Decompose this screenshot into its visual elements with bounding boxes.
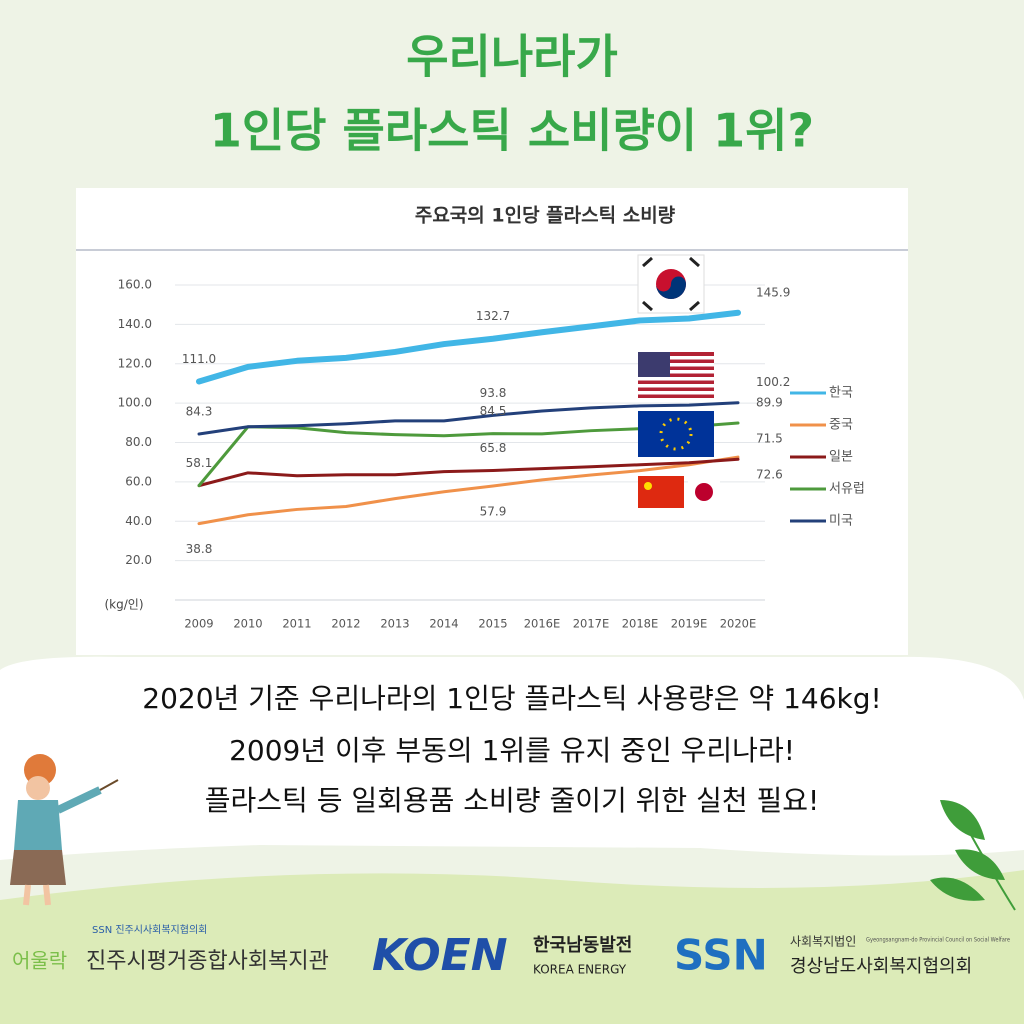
y-tick-label: 60.0 (125, 474, 152, 488)
title-line: 1인당 플라스틱 소비량이 1위? (210, 104, 814, 158)
y-axis-label: (kg/인) (104, 598, 143, 612)
plot: 20.0 40.0 60.0 80.0 100.0 120.0 140.0 160.0 2009… (118, 278, 865, 631)
data-label: 57.9 (480, 505, 507, 519)
x-tick-label: 2015 (478, 617, 507, 631)
org1-small: SSN 진주시사회복지협의회 (92, 923, 207, 936)
y-tick-label: 140.0 (118, 317, 152, 331)
y-tick-label: 40.0 (125, 514, 152, 528)
y-tick-label: 20.0 (125, 553, 152, 567)
legend-label: 중국 (829, 418, 853, 433)
teacher-illustration (10, 754, 119, 906)
legend-label: 미국 (829, 514, 853, 529)
flag-usa (638, 352, 714, 398)
x-tick-label: 2009 (184, 617, 213, 631)
y-tick-label: 160.0 (118, 278, 152, 292)
flag-korea (637, 254, 705, 314)
data-label: 89.9 (756, 396, 783, 410)
chart-panel (76, 188, 908, 655)
x-tick-label: 2013 (380, 617, 409, 631)
chart-title: 주요국의 1인당 플라스틱 소비량 (415, 205, 676, 227)
org2-sub: KOREA ENERGY (533, 963, 627, 977)
y-tick-label: 100.0 (118, 396, 152, 410)
flag-china-japan (638, 476, 720, 508)
x-tick-label: 2010 (233, 617, 262, 631)
org1-brand: 어울락 (12, 949, 67, 973)
y-tick-label: 80.0 (125, 435, 152, 449)
legend-label: 일본 (829, 450, 853, 465)
x-tick-label: 2012 (331, 617, 360, 631)
legend-label: 서유럽 (829, 482, 865, 497)
data-label: 84.5 (480, 404, 507, 418)
x-tick-label: 2016E (524, 617, 561, 631)
flag-eu (638, 411, 714, 457)
x-tick-label: 2017E (573, 617, 610, 631)
legend-label: 한국 (829, 386, 853, 401)
y-tick-label: 120.0 (118, 356, 152, 370)
org3-logo: SSN (674, 931, 768, 980)
org3-type: 사회복지법인 (790, 935, 856, 949)
x-tick-label: 2018E (622, 617, 659, 631)
title-line: 우리나라가 (406, 30, 618, 84)
data-label: 93.8 (480, 386, 507, 400)
body-line: 2009년 이후 부동의 1위를 유지 중인 우리나라! (229, 734, 795, 767)
data-label: 58.1 (186, 456, 213, 470)
body-line: 2020년 기준 우리나라의 1인당 플라스틱 사용량은 약 146kg! (142, 682, 881, 715)
footer-band (0, 870, 1024, 1024)
data-label: 71.5 (756, 432, 783, 446)
org2-name: 한국남동발전 (533, 935, 632, 956)
series-line (196, 309, 741, 385)
x-tick-label: 2011 (282, 617, 311, 631)
org1-name: 진주시평거종합사회복지관 (86, 949, 329, 974)
leaf-decoration (930, 800, 1016, 911)
data-label: 84.3 (186, 405, 213, 419)
data-label: 72.6 (756, 468, 783, 482)
org3-name: 경상남도사회복지협의회 (790, 956, 972, 977)
text-bubble (0, 656, 1024, 860)
data-label: 100.2 (756, 375, 790, 389)
x-tick-label: 2014 (429, 617, 458, 631)
org2-logo: KOEN (372, 930, 508, 981)
data-label: 111.0 (182, 352, 216, 366)
org3-en: Gyeongsangnam-do Provincial Council on S… (866, 937, 1010, 944)
x-tick-label: 2019E (671, 617, 708, 631)
series-line (197, 457, 740, 488)
data-label: 132.7 (476, 309, 510, 323)
series-line (197, 455, 740, 526)
body-line: 플라스틱 등 일회용품 소비량 줄이기 위한 실천 필요! (205, 784, 820, 817)
data-label: 38.8 (186, 542, 213, 556)
data-label: 65.8 (480, 441, 507, 455)
x-tick-label: 2020E (720, 617, 757, 631)
data-label: 145.9 (756, 285, 790, 299)
series-line (197, 401, 740, 436)
